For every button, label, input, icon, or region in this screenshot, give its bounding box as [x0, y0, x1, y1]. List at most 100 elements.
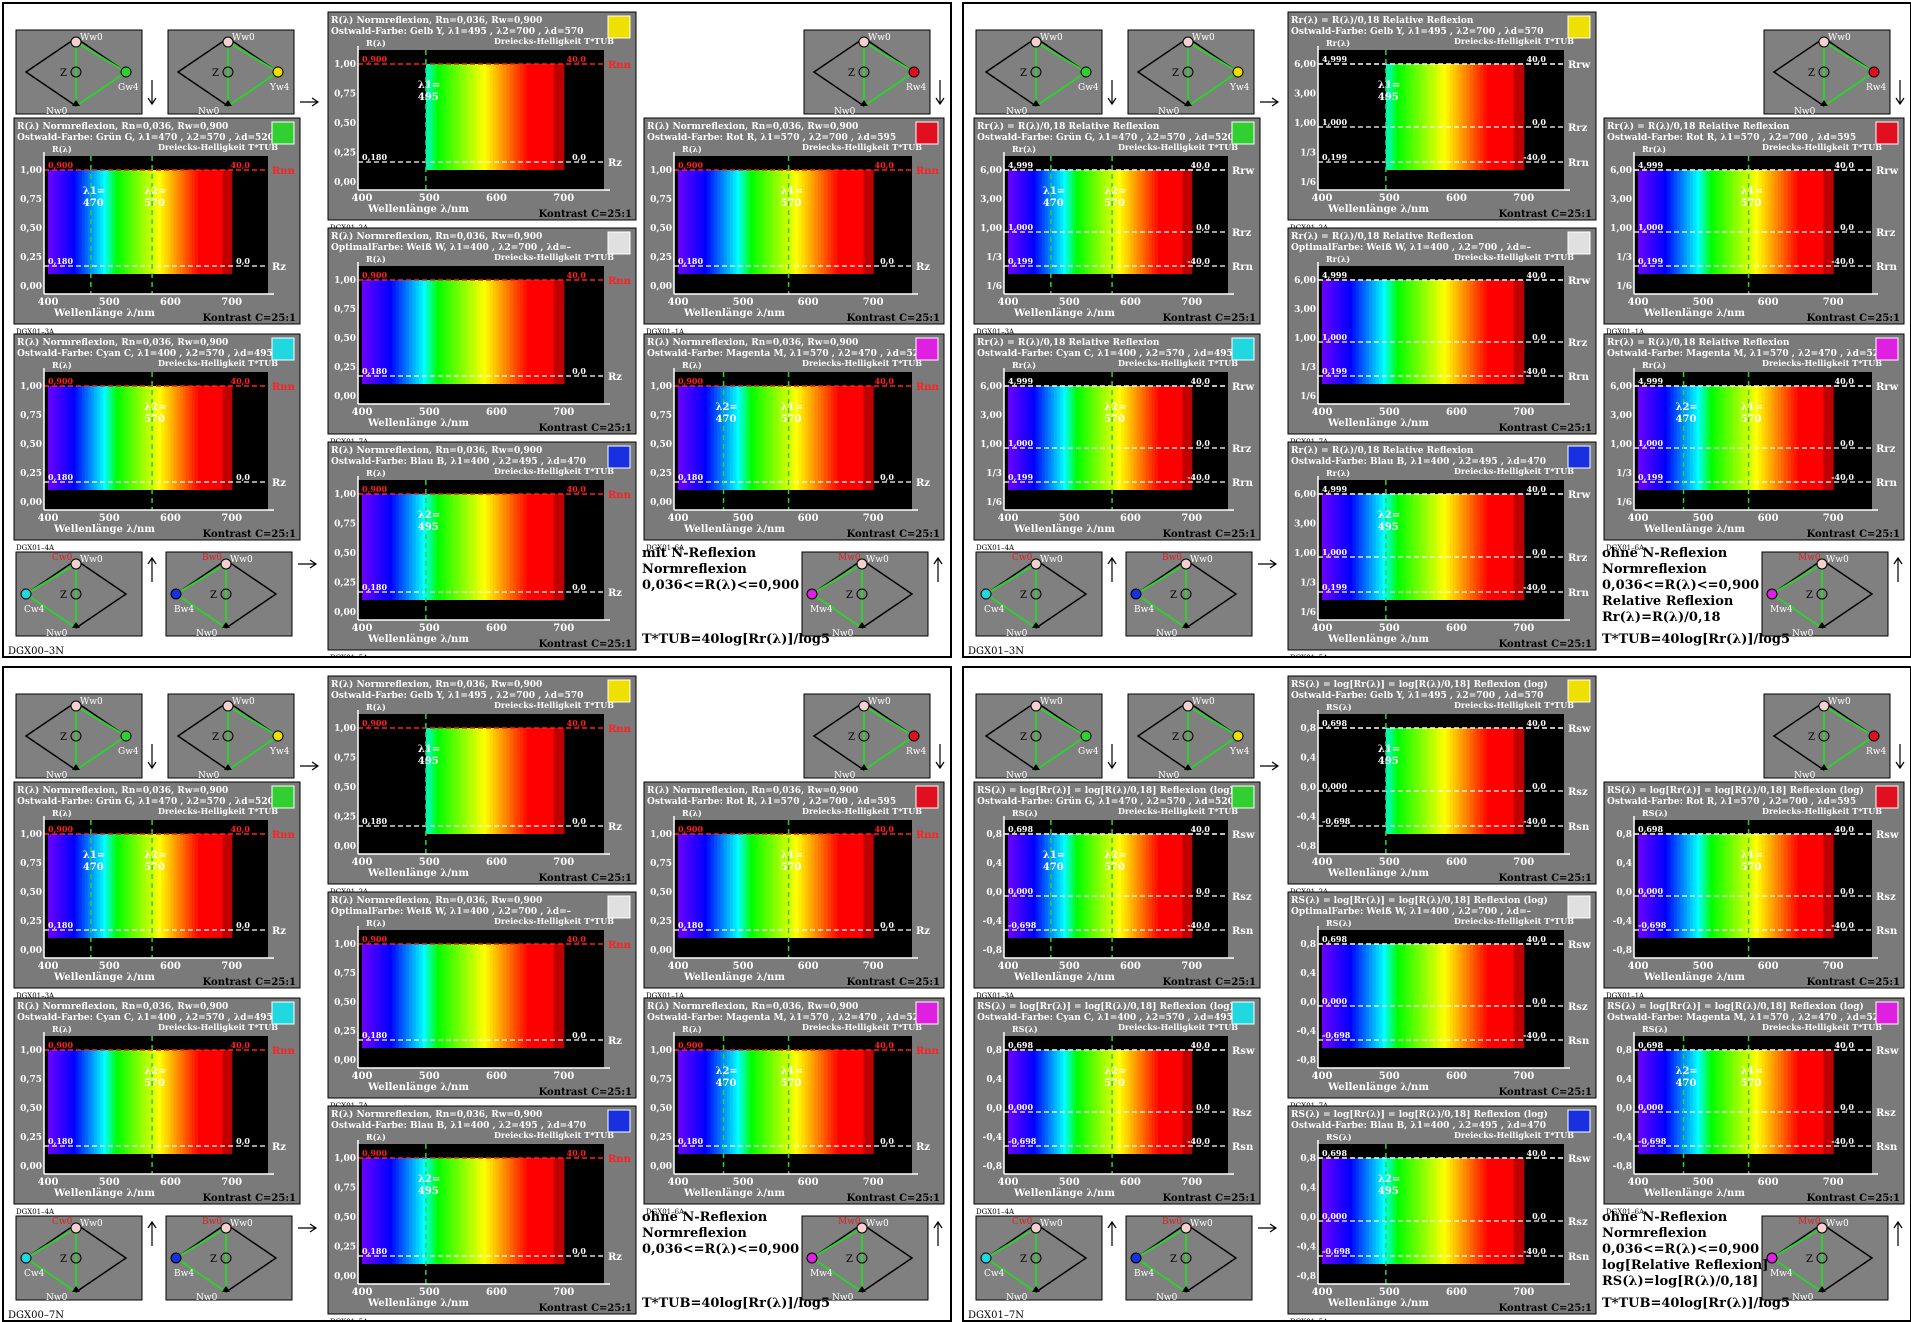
spectrum-bar [853, 170, 858, 274]
panel-blau: R(λ) Normreflexion, Rn=0,036, Rw=0,900Os… [327, 441, 637, 656]
y-axis-label: R(λ) [52, 144, 72, 154]
scale-top: 40,0 [567, 270, 587, 280]
spectrum-bar [691, 386, 695, 490]
color-swatch [1231, 1001, 1255, 1025]
center-point-icon [1182, 730, 1194, 742]
spectrum-bar [1803, 834, 1808, 938]
x-tick: 700 [863, 297, 884, 308]
z-label: Z [1170, 1254, 1177, 1265]
spectrum-bar [1328, 1158, 1333, 1264]
spectrum-bar [1829, 170, 1834, 274]
color-swatch [1567, 231, 1591, 255]
spectrum-bar [439, 64, 444, 170]
spectrum-bar [372, 944, 377, 1048]
triangle-edge [75, 705, 127, 737]
color-point-icon [170, 1252, 182, 1264]
spectrum-bar [164, 170, 168, 274]
y-tick: -0,8 [1297, 1272, 1316, 1282]
scale-mid: 0,0 [1532, 996, 1546, 1006]
center-point-icon [220, 1252, 232, 1264]
spectrum-bar [694, 834, 699, 938]
spectrum-bar [142, 834, 147, 938]
spectrum-bar [798, 1050, 803, 1154]
spectrum-bar [1496, 728, 1501, 834]
x-tick: 500 [419, 407, 440, 418]
spectrum-bar [827, 1050, 832, 1154]
spectrum-bar [759, 834, 764, 938]
spectrum-bar [483, 944, 487, 1048]
note-line: Normreflexion [1602, 1226, 1707, 1241]
spectrum-bar [388, 1158, 393, 1264]
spectrum-bar [412, 1158, 417, 1264]
spectrum-bar [1161, 1050, 1165, 1154]
quadrant-code-label: DGX01–7N [968, 1310, 1024, 1321]
black-point-icon [1182, 1286, 1190, 1292]
spectrum-bar [808, 170, 812, 274]
spectrum-bar [1335, 494, 1340, 600]
spectrum-bar [506, 280, 511, 384]
y-tick: 0,25 [334, 1243, 356, 1253]
spectrum-bar [1109, 1050, 1113, 1154]
spectrum-bar [75, 834, 80, 938]
triangle-edge [863, 71, 915, 107]
spectrum-bar [523, 64, 528, 170]
spectrum-bar [225, 1050, 230, 1154]
spectrum-bar [496, 494, 501, 600]
spectrum-bar [1810, 386, 1815, 490]
scale-low: -40,0 [1187, 472, 1210, 482]
spectrum-bar [516, 728, 521, 834]
triangle-edge [811, 593, 863, 629]
spectrum-bar [1506, 944, 1511, 1048]
spectrum-bar [412, 494, 417, 600]
x-axis-label: Wellenlänge λ/nm [367, 868, 469, 879]
n-label: Nw0 [196, 1293, 218, 1303]
spectrum-bar [1709, 386, 1714, 490]
spectrum-bar [1029, 386, 1034, 490]
spectrum-bar [1476, 64, 1481, 170]
spectrum-bar [378, 1158, 383, 1264]
color-swatch [1875, 785, 1899, 809]
panel-title: R(λ) Normreflexion, Rn=0,036, Rw=0,900 [647, 785, 858, 796]
n-label: Nw0 [1006, 107, 1028, 117]
y-tick: 0,4 [986, 859, 1002, 869]
spectrum-bar [1748, 834, 1753, 938]
n-label: Nw0 [1794, 771, 1816, 781]
spectrum-bar [1402, 494, 1407, 600]
spectrum-bar [1654, 834, 1659, 938]
spectrum-bar [1784, 834, 1789, 938]
lambda-label: λ1= [781, 850, 803, 861]
spectrum-bar [1657, 834, 1662, 938]
spectrum-bar [840, 834, 845, 938]
spectrum-bar [60, 834, 64, 938]
scale-top: 40,0 [1191, 160, 1211, 170]
flow-arrow-icon [1258, 559, 1278, 569]
right-mid-label: Rsz [1568, 1217, 1588, 1228]
top-value: 0,698 [1322, 718, 1347, 728]
x-axis-label: Wellenlänge λ/nm [1327, 204, 1429, 215]
spectrum-bar [1520, 1158, 1525, 1264]
y-tick: 1/3 [1300, 579, 1316, 589]
spectrum-bar [145, 834, 150, 938]
spectrum-bar [87, 170, 92, 274]
n-label: Nw0 [1156, 1293, 1178, 1303]
spectrum-bar [127, 386, 132, 490]
spectrum-bar [185, 1050, 190, 1154]
spectrum-bar [60, 1050, 64, 1154]
spectrum-bar [1473, 728, 1478, 834]
spectrum-bar [704, 170, 708, 274]
x-tick: 700 [1513, 1287, 1534, 1298]
lambda-label: λ2= [418, 1174, 440, 1185]
spectrum-bar [533, 1158, 538, 1264]
spectrum-bar [1142, 386, 1147, 490]
spectrum-bar [149, 386, 153, 490]
spectrum-bar [115, 1050, 120, 1154]
spectrum-bar [127, 834, 132, 938]
spectrum-bar [415, 494, 420, 600]
spectrum-bar [1035, 170, 1040, 274]
spectrum-bar [1803, 386, 1808, 490]
spectrum-bar [1008, 386, 1012, 490]
spectrum-bar [115, 834, 120, 938]
x-axis-label: Wellenlänge λ/nm [367, 1298, 469, 1309]
